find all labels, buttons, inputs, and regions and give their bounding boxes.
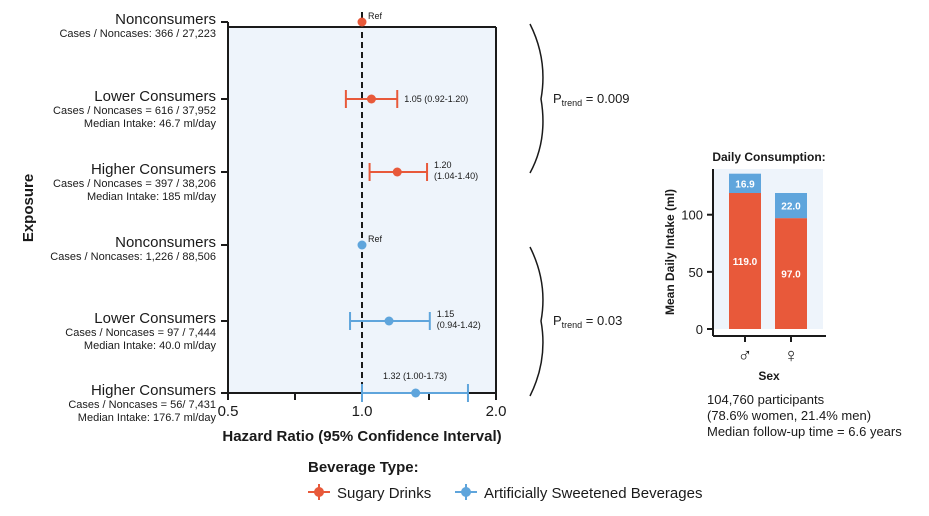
row-subtitle: Median Intake: 46.7 ml/day bbox=[84, 118, 217, 130]
row-subtitle: Median Intake: 40.0 ml/day bbox=[84, 340, 217, 352]
hr-point bbox=[357, 17, 367, 27]
trend-annotations: Ptrend = 0.009 Ptrend = 0.03 bbox=[529, 23, 630, 397]
stats-sex-split: (78.6% women, 21.4% men) bbox=[707, 408, 871, 423]
bar-segment bbox=[729, 193, 761, 329]
bar-x-axis-title: Sex bbox=[758, 369, 780, 383]
row-title: Nonconsumers bbox=[115, 11, 216, 28]
bar-y-tick-label: 0 bbox=[696, 322, 703, 337]
ci-label: (1.04-1.40) bbox=[434, 171, 478, 181]
bar-segment bbox=[775, 193, 807, 219]
stats-participants: 104,760 participants bbox=[707, 392, 825, 407]
x-axis-title: Hazard Ratio (95% Confidence Interval) bbox=[222, 428, 501, 445]
legend-title: Beverage Type: bbox=[308, 459, 419, 476]
row-subtitle: Cases / Noncases = 97 / 7,444 bbox=[65, 327, 216, 339]
bar-marks: 119.0 16.9 97.0 22.0 bbox=[729, 173, 807, 329]
hr-point bbox=[411, 388, 421, 398]
row-subtitle: Cases / Noncases: 1,226 / 88,506 bbox=[50, 251, 216, 263]
ptrend-artificial: Ptrend = 0.03 bbox=[553, 313, 622, 330]
ci-label: Ref bbox=[368, 11, 383, 21]
ci-label: 1.15 bbox=[437, 309, 455, 319]
ptrend-sugary: Ptrend = 0.009 bbox=[553, 91, 630, 108]
legend-marker-artificial bbox=[461, 487, 471, 497]
row-subtitle: Cases / Noncases = 397 / 38,206 bbox=[53, 178, 216, 190]
bar-segment bbox=[729, 173, 761, 193]
bar-value-label: 97.0 bbox=[781, 270, 801, 281]
trend-bracket-artificial bbox=[529, 246, 544, 397]
forest-plot-background bbox=[228, 27, 496, 393]
row-subtitle: Median Intake: 176.7 ml/day bbox=[78, 412, 217, 424]
male-symbol-icon: ♂ bbox=[738, 345, 753, 367]
hr-point bbox=[357, 240, 367, 250]
hr-point bbox=[366, 94, 376, 104]
x-tick-label: 0.5 bbox=[218, 403, 239, 420]
female-symbol-icon: ♀ bbox=[784, 345, 799, 367]
bar-x-ticks: ♂ ♀ bbox=[738, 336, 799, 367]
row-title: Lower Consumers bbox=[94, 310, 216, 327]
bar-y-tick-label: 50 bbox=[689, 265, 703, 280]
legend-marker-sugary bbox=[314, 487, 324, 497]
legend: Beverage Type: Sugary Drinks Artificiall… bbox=[308, 459, 702, 502]
study-stats: 104,760 participants (78.6% women, 21.4%… bbox=[707, 392, 902, 439]
legend-item-artificial: Artificially Sweetened Beverages bbox=[455, 484, 702, 502]
bar-value-label: 22.0 bbox=[781, 202, 801, 213]
ci-label: (0.94-1.42) bbox=[437, 320, 481, 330]
bar-value-label: 119.0 bbox=[733, 257, 758, 268]
legend-item-sugary-drinks: Sugary Drinks bbox=[308, 484, 431, 502]
bar-y-axis-title: Mean Daily Intake (ml) bbox=[663, 189, 677, 315]
ci-label: 1.32 (1.00-1.73) bbox=[383, 371, 447, 381]
row-title: Nonconsumers bbox=[115, 234, 216, 251]
row-subtitle: Cases / Noncases = 616 / 37,952 bbox=[53, 105, 216, 117]
ci-label: 1.20 bbox=[434, 160, 452, 170]
x-axis-ticks: 0.5 1.0 2.0 bbox=[218, 393, 507, 420]
ci-label: 1.05 (0.92-1.20) bbox=[404, 94, 468, 104]
row-subtitle: Cases / Noncases = 56/ 7,431 bbox=[68, 399, 216, 411]
row-subtitle: Cases / Noncases: 366 / 27,223 bbox=[59, 28, 216, 40]
bar-y-tick-label: 100 bbox=[681, 208, 703, 223]
ci-label: Ref bbox=[368, 234, 383, 244]
row-title: Higher Consumers bbox=[91, 382, 216, 399]
row-title: Lower Consumers bbox=[94, 88, 216, 105]
hr-point bbox=[384, 316, 394, 326]
x-tick-label: 2.0 bbox=[486, 403, 507, 420]
bar-value-label: 16.9 bbox=[735, 179, 755, 190]
bar-y-ticks: 0 50 100 bbox=[681, 208, 713, 337]
row-subtitle: Median Intake: 185 ml/day bbox=[87, 191, 217, 203]
legend-label-sugary: Sugary Drinks bbox=[337, 485, 431, 502]
daily-consumption-chart: Daily Consumption: 119.0 16.9 97.0 22.0 0 50… bbox=[663, 150, 826, 383]
bar-chart-title: Daily Consumption: bbox=[712, 150, 825, 164]
y-axis-title: Exposure bbox=[20, 174, 37, 242]
trend-bracket-sugary bbox=[529, 23, 544, 174]
bar-segment bbox=[775, 218, 807, 329]
row-title: Higher Consumers bbox=[91, 161, 216, 178]
legend-label-artificial: Artificially Sweetened Beverages bbox=[484, 485, 702, 502]
x-tick-label: 1.0 bbox=[352, 403, 373, 420]
stats-follow-up: Median follow-up time = 6.6 years bbox=[707, 424, 902, 439]
hr-point bbox=[392, 167, 402, 177]
